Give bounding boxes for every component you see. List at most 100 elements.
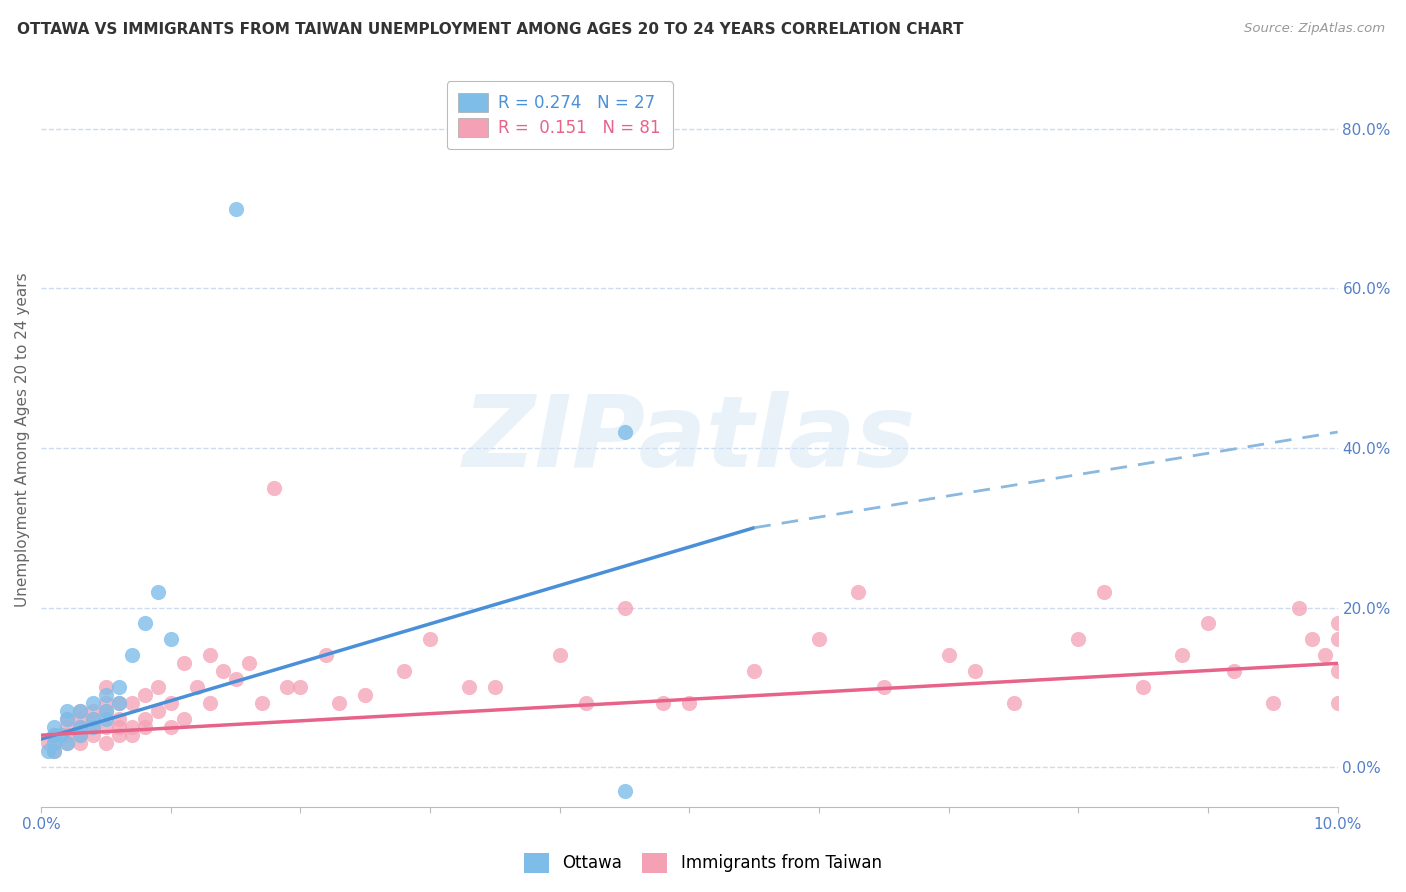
Point: [290, 681, 312, 695]
Point: [108, 696, 131, 710]
Point: [42, 728, 65, 742]
Point: [678, 696, 700, 710]
Point: [742, 665, 765, 679]
Point: [198, 648, 221, 663]
Point: [1197, 616, 1219, 631]
Point: [613, 600, 636, 615]
Point: [315, 648, 337, 663]
Point: [873, 681, 896, 695]
Point: [121, 696, 143, 710]
Point: [69, 720, 91, 734]
Point: [94, 681, 117, 695]
Point: [94, 720, 117, 734]
Point: [652, 696, 675, 710]
Point: [56, 736, 79, 750]
Point: [82, 704, 104, 718]
Point: [1261, 696, 1284, 710]
Point: [575, 696, 598, 710]
Point: [354, 688, 377, 702]
Point: [225, 202, 247, 216]
Point: [121, 720, 143, 734]
Point: [146, 704, 169, 718]
Point: [121, 728, 143, 742]
Point: [108, 728, 131, 742]
Point: [1132, 681, 1154, 695]
Text: ZIPatlas: ZIPatlas: [463, 392, 915, 489]
Point: [56, 704, 79, 718]
Point: [108, 681, 131, 695]
Point: [1002, 696, 1025, 710]
Point: [159, 696, 181, 710]
Point: [82, 728, 104, 742]
Point: [134, 712, 156, 726]
Point: [42, 728, 65, 742]
Point: [82, 712, 104, 726]
Point: [159, 632, 181, 647]
Point: [211, 665, 233, 679]
Text: Source: ZipAtlas.com: Source: ZipAtlas.com: [1244, 22, 1385, 36]
Point: [963, 665, 986, 679]
Point: [56, 720, 79, 734]
Point: [1326, 696, 1348, 710]
Point: [56, 728, 79, 742]
Point: [37, 736, 59, 750]
Point: [69, 712, 91, 726]
Point: [134, 616, 156, 631]
Point: [419, 632, 441, 647]
Point: [250, 696, 273, 710]
Point: [1067, 632, 1090, 647]
Point: [108, 720, 131, 734]
Point: [69, 720, 91, 734]
Point: [146, 584, 169, 599]
Point: [186, 681, 208, 695]
Point: [94, 688, 117, 702]
Point: [613, 784, 636, 798]
Point: [108, 696, 131, 710]
Point: [1092, 584, 1115, 599]
Point: [56, 712, 79, 726]
Point: [1313, 648, 1336, 663]
Legend: Ottawa, Immigrants from Taiwan: Ottawa, Immigrants from Taiwan: [517, 847, 889, 880]
Point: [82, 720, 104, 734]
Point: [94, 696, 117, 710]
Point: [328, 696, 350, 710]
Point: [69, 704, 91, 718]
Point: [146, 681, 169, 695]
Point: [238, 657, 260, 671]
Point: [198, 696, 221, 710]
Point: [94, 736, 117, 750]
Text: OTTAWA VS IMMIGRANTS FROM TAIWAN UNEMPLOYMENT AMONG AGES 20 TO 24 YEARS CORRELAT: OTTAWA VS IMMIGRANTS FROM TAIWAN UNEMPLO…: [17, 22, 963, 37]
Point: [56, 736, 79, 750]
Point: [42, 736, 65, 750]
Point: [808, 632, 831, 647]
Point: [846, 584, 869, 599]
Point: [42, 736, 65, 750]
Point: [42, 744, 65, 758]
Point: [392, 665, 415, 679]
Point: [82, 696, 104, 710]
Point: [134, 720, 156, 734]
Point: [159, 720, 181, 734]
Point: [69, 736, 91, 750]
Point: [1326, 632, 1348, 647]
Point: [108, 712, 131, 726]
Point: [94, 704, 117, 718]
Point: [613, 425, 636, 439]
Point: [69, 728, 91, 742]
Point: [1223, 665, 1246, 679]
Point: [56, 712, 79, 726]
Point: [94, 712, 117, 726]
Point: [225, 673, 247, 687]
Point: [548, 648, 571, 663]
Point: [276, 681, 298, 695]
Y-axis label: Unemployment Among Ages 20 to 24 years: Unemployment Among Ages 20 to 24 years: [15, 273, 30, 607]
Point: [1288, 600, 1310, 615]
Point: [938, 648, 960, 663]
Point: [37, 744, 59, 758]
Point: [1301, 632, 1323, 647]
Point: [1326, 665, 1348, 679]
Point: [94, 704, 117, 718]
Point: [42, 720, 65, 734]
Point: [121, 648, 143, 663]
Legend: R = 0.274   N = 27, R =  0.151   N = 81: R = 0.274 N = 27, R = 0.151 N = 81: [447, 81, 672, 149]
